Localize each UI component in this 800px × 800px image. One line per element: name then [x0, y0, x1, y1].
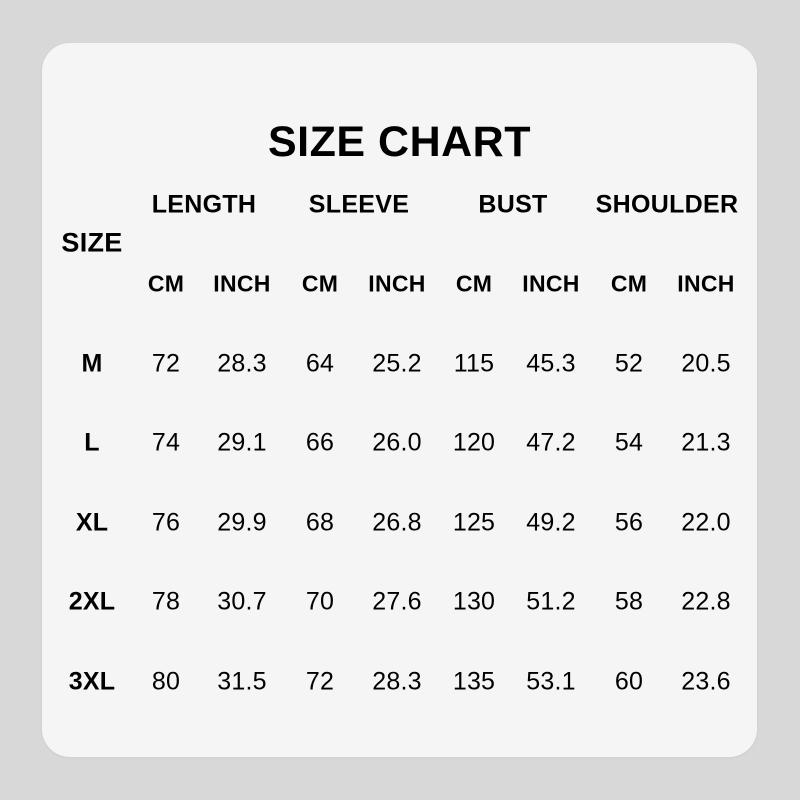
cell-3xl-shoulder-inch: 23.6 — [681, 667, 731, 696]
cell-xl-shoulder-cm: 56 — [614, 508, 644, 537]
cell-3xl-length-inch: 31.5 — [217, 667, 267, 696]
row-size-label-3xl: 3XL — [68, 667, 116, 696]
cell-2xl-shoulder-inch: 22.8 — [681, 587, 731, 616]
cell-m-length-cm: 72 — [151, 349, 181, 378]
cell-l-shoulder-inch: 21.3 — [681, 428, 731, 457]
cell-3xl-bust-cm: 135 — [452, 667, 496, 696]
cell-3xl-bust-inch: 53.1 — [526, 667, 576, 696]
unit-header-bust-cm: CM — [455, 270, 493, 297]
cell-m-bust-cm: 115 — [453, 349, 495, 378]
column-group-header-shoulder: SHOULDER — [595, 190, 739, 219]
cell-2xl-shoulder-cm: 58 — [614, 587, 644, 616]
size-chart-table: SIZE LENGTH SLEEVE BUST SHOULDER CM INCH CM INCH… — [42, 43, 757, 757]
cell-l-bust-cm: 120 — [452, 428, 496, 457]
unit-header-sleeve-inch: INCH — [368, 270, 426, 297]
cell-xl-bust-inch: 49.2 — [526, 508, 576, 537]
row-size-label-xl: XL — [75, 508, 109, 537]
cell-l-length-cm: 74 — [151, 428, 181, 457]
cell-2xl-sleeve-cm: 70 — [305, 587, 335, 616]
cell-2xl-bust-inch: 51.2 — [526, 587, 576, 616]
cell-xl-length-cm: 76 — [151, 508, 181, 537]
cell-m-length-inch: 28.3 — [217, 349, 267, 378]
cell-m-sleeve-inch: 25.2 — [372, 349, 422, 378]
column-group-header-bust: BUST — [478, 190, 548, 219]
cell-m-shoulder-cm: 52 — [614, 349, 644, 378]
unit-header-length-inch: INCH — [213, 270, 271, 297]
cell-3xl-length-cm: 80 — [151, 667, 181, 696]
unit-header-shoulder-inch: INCH — [677, 270, 735, 297]
row-size-label-2xl: 2XL — [68, 587, 116, 616]
cell-xl-sleeve-inch: 26.8 — [372, 508, 422, 537]
unit-header-sleeve-cm: CM — [301, 270, 339, 297]
size-column-header: SIZE — [61, 227, 123, 258]
cell-xl-bust-cm: 125 — [452, 508, 496, 537]
cell-2xl-length-cm: 78 — [151, 587, 181, 616]
cell-2xl-bust-cm: 130 — [452, 587, 496, 616]
cell-2xl-length-inch: 30.7 — [217, 587, 267, 616]
cell-xl-sleeve-cm: 68 — [305, 508, 335, 537]
cell-l-bust-inch: 47.2 — [526, 428, 576, 457]
unit-header-shoulder-cm: CM — [610, 270, 648, 297]
row-size-label-l: L — [84, 428, 100, 457]
cell-3xl-sleeve-cm: 72 — [305, 667, 335, 696]
cell-m-bust-inch: 45.3 — [526, 349, 576, 378]
column-group-header-sleeve: SLEEVE — [308, 190, 410, 219]
cell-m-sleeve-cm: 64 — [305, 349, 335, 378]
row-size-label-m: M — [81, 349, 103, 378]
cell-2xl-sleeve-inch: 27.6 — [372, 587, 422, 616]
cell-m-shoulder-inch: 20.5 — [681, 349, 731, 378]
column-group-header-length: LENGTH — [151, 190, 257, 219]
cell-l-sleeve-inch: 26.0 — [372, 428, 422, 457]
cell-l-length-inch: 29.1 — [217, 428, 267, 457]
page-title: SIZE CHART — [268, 118, 531, 166]
cell-xl-length-inch: 29.9 — [217, 508, 267, 537]
size-chart-card: SIZE CHART SIZE LENGTH SLEEVE BUST SHOULDER C… — [42, 43, 757, 757]
cell-l-shoulder-cm: 54 — [614, 428, 644, 457]
unit-header-length-cm: CM — [147, 270, 185, 297]
cell-xl-shoulder-inch: 22.0 — [681, 508, 731, 537]
cell-3xl-shoulder-cm: 60 — [614, 667, 644, 696]
cell-3xl-sleeve-inch: 28.3 — [372, 667, 422, 696]
unit-header-bust-inch: INCH — [522, 270, 580, 297]
cell-l-sleeve-cm: 66 — [305, 428, 335, 457]
